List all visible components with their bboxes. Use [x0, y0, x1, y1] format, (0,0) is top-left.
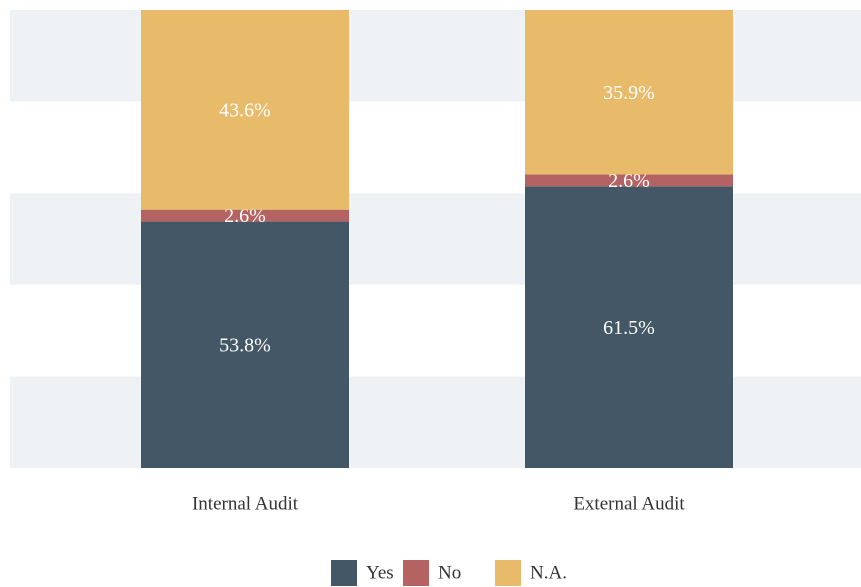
value-label: 35.9% [603, 82, 655, 104]
bar-segment [141, 209, 349, 222]
grid-band [10, 376, 861, 468]
value-label: 53.8% [219, 334, 271, 356]
value-label: 2.6% [608, 170, 650, 192]
bar-segment [525, 10, 733, 175]
bar-segment [141, 10, 349, 210]
legend-label: Yes [366, 562, 394, 583]
bar-segment [141, 221, 349, 468]
x-tick-label: Internal Audit [192, 493, 299, 514]
legend-swatch [331, 560, 357, 586]
grid-band [10, 10, 861, 102]
legend-swatch [495, 560, 521, 586]
x-tick-label: External Audit [573, 493, 685, 514]
grid-band [10, 193, 861, 285]
bar-segment [525, 174, 733, 187]
value-label: 2.6% [224, 205, 266, 227]
bar-segment [525, 186, 733, 468]
value-label: 61.5% [603, 317, 655, 339]
grid-band [10, 101, 861, 194]
legend-swatch [403, 560, 429, 586]
legend-label: No [438, 562, 461, 583]
value-label: 43.6% [219, 99, 271, 121]
grid-band [10, 284, 861, 377]
legend-label: N.A. [530, 562, 567, 583]
